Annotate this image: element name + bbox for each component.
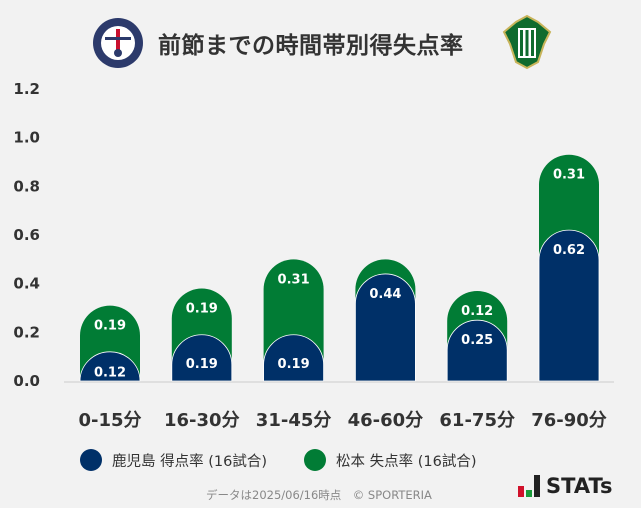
footer-note: データは2025/06/16時点 © SPORTERIA <box>206 488 432 502</box>
data-label: 0.62 <box>553 243 585 258</box>
y-tick-label: 0.8 <box>13 177 40 195</box>
stats-logo: STATs <box>518 475 612 497</box>
x-tick-label: 61-75分 <box>439 410 515 431</box>
y-tick-label: 0.0 <box>13 372 40 390</box>
legend-item-matsumoto: 松本 失点率 (16試合) <box>304 449 476 471</box>
data-label: 0.19 <box>278 357 310 372</box>
legend-dot-icon <box>80 449 102 471</box>
legend-label: 鹿児島 得点率 (16試合) <box>112 453 267 470</box>
bar-kagoshima <box>538 229 600 382</box>
data-label: 0.31 <box>553 168 585 183</box>
y-tick-label: 0.6 <box>13 226 40 244</box>
y-tick-label: 0.2 <box>13 323 40 341</box>
matsumoto-yamaga-logo <box>498 14 556 74</box>
data-label: 0.19 <box>186 302 218 317</box>
legend-dot-icon <box>304 449 326 471</box>
y-tick-label: 1.0 <box>13 129 40 147</box>
y-tick-label: 0.4 <box>13 275 40 293</box>
bar-kagoshima <box>355 273 416 382</box>
legend-label: 松本 失点率 (16試合) <box>336 453 477 470</box>
data-label: 0.31 <box>278 272 310 287</box>
data-label: 0.12 <box>461 304 493 319</box>
data-label: 0.19 <box>94 319 126 334</box>
stats-bars-icon <box>518 475 540 497</box>
x-tick-label: 16-30分 <box>164 410 240 431</box>
kagoshima-united-logo <box>92 17 144 73</box>
data-label: 0.12 <box>94 365 126 380</box>
page-title: 前節までの時間帯別得失点率 <box>158 33 464 59</box>
bar-kagoshima <box>446 319 508 382</box>
x-tick-label: 46-60分 <box>348 410 424 431</box>
bar-kagoshima <box>171 334 233 382</box>
legend-item-kagoshima: 鹿児島 得点率 (16試合) <box>80 449 267 471</box>
stats-brand: STATs <box>546 474 613 498</box>
data-label: 0.25 <box>461 333 493 348</box>
x-tick-label: 76-90分 <box>531 410 607 431</box>
data-label: 0.19 <box>186 357 218 372</box>
y-tick-label: 1.2 <box>13 80 40 98</box>
bar-kagoshima <box>263 334 324 382</box>
bar-kagoshima <box>79 351 141 382</box>
data-label: 0.44 <box>369 287 401 302</box>
x-tick-label: 31-45分 <box>256 410 332 431</box>
x-tick-label: 0-15分 <box>78 410 141 431</box>
